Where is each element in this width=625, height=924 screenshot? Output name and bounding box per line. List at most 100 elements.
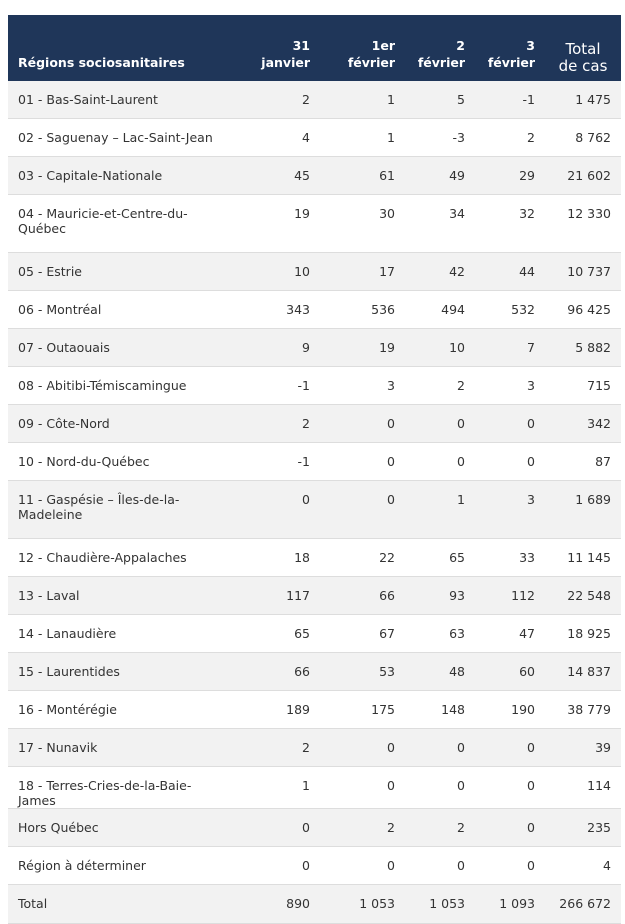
feb-2-cell: 0 (405, 442, 475, 481)
feb-3-cell: 33 (475, 538, 545, 577)
feb-2-cell: 2 (405, 366, 475, 405)
feb-2-cell: 34 (405, 194, 475, 253)
feb-1-cell: 17 (320, 252, 405, 291)
total-cases-cell: 5 882 (545, 328, 621, 367)
header-feb-3: 3 février (475, 15, 545, 81)
feb-1-cell: 0 (320, 404, 405, 443)
jan-31-cell: 0 (238, 480, 320, 539)
total-cases-cell: 715 (545, 366, 621, 405)
feb-2-cell: 0 (405, 404, 475, 443)
feb-1-cell: 0 (320, 480, 405, 539)
feb-3-cell: 44 (475, 252, 545, 291)
feb-1-cell: 0 (320, 846, 405, 885)
total-cases-cell: 21 602 (545, 156, 621, 195)
jan-31-cell: 66 (238, 652, 320, 691)
jan-31-cell: 189 (238, 690, 320, 729)
table-row: 14 - Lanaudière 65 67 63 47 18 925 (8, 614, 621, 653)
jan-31-cell: 9 (238, 328, 320, 367)
region-cell: 12 - Chaudière-Appalaches (8, 538, 238, 577)
total-cases-cell: 11 145 (545, 538, 621, 577)
feb-3-cell: 112 (475, 576, 545, 615)
jan-31-cell: 890 (238, 884, 320, 924)
jan-31-cell: 117 (238, 576, 320, 615)
table-row: 03 - Capitale-Nationale 45 61 49 29 21 602 (8, 156, 621, 195)
feb-3-cell: 3 (475, 366, 545, 405)
header-feb-2: 2 février (405, 15, 475, 81)
total-cases-cell: 96 425 (545, 290, 621, 329)
feb-2-cell: -3 (405, 118, 475, 157)
jan-31-cell: -1 (238, 442, 320, 481)
table-row: 08 - Abitibi-Témiscamingue -1 3 2 3 715 (8, 366, 621, 405)
total-cases-cell: 4 (545, 846, 621, 885)
feb-3-cell: 32 (475, 194, 545, 253)
feb-3-cell: 1 093 (475, 884, 545, 924)
feb-3-cell: 0 (475, 442, 545, 481)
feb-1-cell: 1 (320, 81, 405, 119)
jan-31-cell: 65 (238, 614, 320, 653)
total-cases-cell: 10 737 (545, 252, 621, 291)
feb-2-cell: 494 (405, 290, 475, 329)
total-cases-cell: 18 925 (545, 614, 621, 653)
table-row: 07 - Outaouais 9 19 10 7 5 882 (8, 328, 621, 367)
region-cell: 06 - Montréal (8, 290, 238, 329)
jan-31-cell: 343 (238, 290, 320, 329)
table-row: 09 - Côte-Nord 2 0 0 0 342 (8, 404, 621, 443)
feb-2-cell: 0 (405, 728, 475, 767)
region-cell: 03 - Capitale-Nationale (8, 156, 238, 195)
jan-31-cell: 4 (238, 118, 320, 157)
region-cell: 07 - Outaouais (8, 328, 238, 367)
feb-2-cell: 1 053 (405, 884, 475, 924)
table-row: Région à déterminer 0 0 0 0 4 (8, 846, 621, 885)
total-row: Total 890 1 053 1 053 1 093 266 672 (8, 884, 621, 924)
feb-2-cell: 5 (405, 81, 475, 119)
region-cell: Hors Québec (8, 808, 238, 847)
feb-3-cell: -1 (475, 81, 545, 119)
jan-31-cell: 2 (238, 81, 320, 119)
jan-31-cell: 10 (238, 252, 320, 291)
feb-2-cell: 48 (405, 652, 475, 691)
table-row: 04 - Mauricie-et-Centre-du-Québec 19 30 34 3… (8, 194, 621, 253)
feb-2-cell: 63 (405, 614, 475, 653)
feb-3-cell: 0 (475, 404, 545, 443)
feb-1-cell: 3 (320, 366, 405, 405)
feb-3-cell: 29 (475, 156, 545, 195)
feb-3-cell: 7 (475, 328, 545, 367)
table-body: 01 - Bas-Saint-Laurent 2 1 5 -1 1 475 02 - Sag… (8, 81, 621, 924)
feb-2-cell: 0 (405, 766, 475, 809)
jan-31-cell: 45 (238, 156, 320, 195)
feb-2-cell: 42 (405, 252, 475, 291)
region-cell: 04 - Mauricie-et-Centre-du-Québec (8, 194, 238, 253)
total-cases-cell: 12 330 (545, 194, 621, 253)
region-cell: 10 - Nord-du-Québec (8, 442, 238, 481)
header-region: Régions sociosanitaires (8, 15, 238, 81)
total-cases-cell: 266 672 (545, 884, 621, 924)
table-row: 17 - Nunavik 2 0 0 0 39 (8, 728, 621, 767)
region-cell: 11 - Gaspésie – Îles-de-la-Madeleine (8, 480, 238, 539)
region-cell: 15 - Laurentides (8, 652, 238, 691)
region-cell: 08 - Abitibi-Témiscamingue (8, 366, 238, 405)
jan-31-cell: 0 (238, 808, 320, 847)
table-row: 12 - Chaudière-Appalaches 18 22 65 33 11 145 (8, 538, 621, 577)
jan-31-cell: 1 (238, 766, 320, 809)
feb-2-cell: 10 (405, 328, 475, 367)
table-row: Hors Québec 0 2 2 0 235 (8, 808, 621, 847)
total-cases-cell: 22 548 (545, 576, 621, 615)
feb-2-cell: 93 (405, 576, 475, 615)
total-cases-cell: 1 689 (545, 480, 621, 539)
table-row: 16 - Montérégie 189 175 148 190 38 779 (8, 690, 621, 729)
table-row: 18 - Terres-Cries-de-la-Baie-James 1 0 0 0 11… (8, 766, 621, 809)
feb-3-cell: 2 (475, 118, 545, 157)
table-header: Régions sociosanitaires 31 janvier 1er fév… (8, 15, 621, 81)
region-cell: 05 - Estrie (8, 252, 238, 291)
feb-2-cell: 0 (405, 846, 475, 885)
feb-1-cell: 53 (320, 652, 405, 691)
header-row: Régions sociosanitaires 31 janvier 1er fév… (8, 15, 621, 81)
jan-31-cell: 19 (238, 194, 320, 253)
feb-1-cell: 19 (320, 328, 405, 367)
feb-3-cell: 60 (475, 652, 545, 691)
feb-1-cell: 175 (320, 690, 405, 729)
total-cases-cell: 235 (545, 808, 621, 847)
region-cell: 09 - Côte-Nord (8, 404, 238, 443)
feb-3-cell: 532 (475, 290, 545, 329)
feb-1-cell: 1 (320, 118, 405, 157)
